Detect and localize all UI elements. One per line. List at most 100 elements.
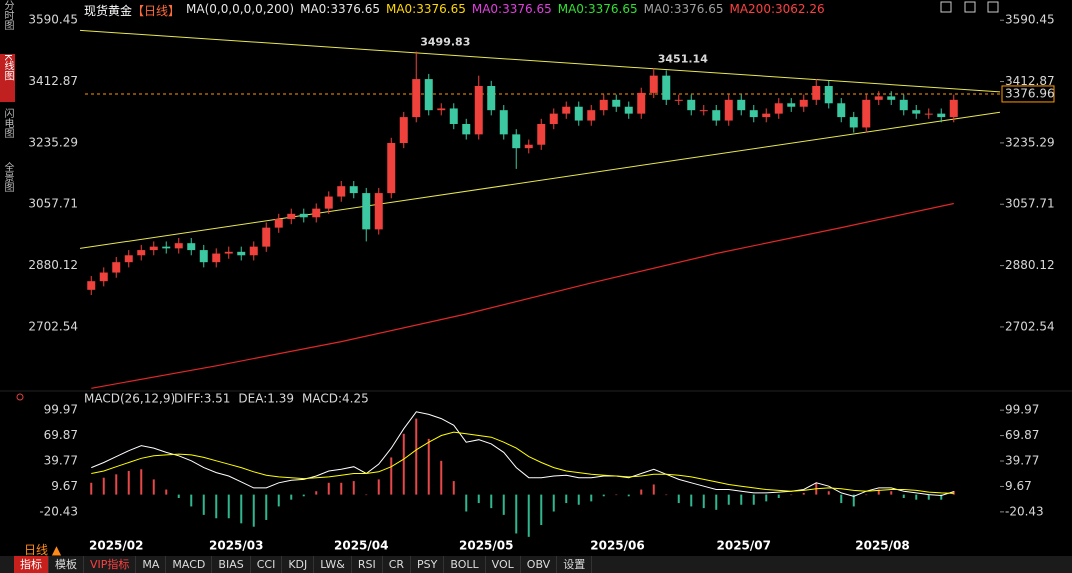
macd-bar [740,494,743,505]
candle-body [349,186,358,194]
macd-bar [102,477,105,495]
candle-body [912,110,921,114]
candle-body [537,124,546,145]
toolbar: 指标 模板 VIP指标 MA MACD BIAS CCI KDJ LW& RSI CR PSY BOLL… [0,556,1072,573]
candle-body [774,103,783,114]
macd-title: MACD(26,12,9) [84,392,175,406]
macd-bar [727,494,730,505]
y-tick-label: 9.67 [51,479,78,493]
candle-body [424,79,433,111]
toolbar-tab[interactable]: VIP指标 [84,556,137,573]
macd-bar [652,484,655,495]
macd-bar [915,494,918,500]
ma-label: MA200:3062.26 [729,2,825,16]
toolbar-tab[interactable]: 设置 [557,556,593,573]
side-tab[interactable]: 闪电图 [2,108,13,138]
macd-bar [615,494,618,496]
macd-bar [765,494,768,502]
macd-bar [265,494,268,520]
side-tab[interactable]: 全景图 [2,162,13,192]
toolbar-tab[interactable]: LW& [314,556,352,573]
macd-bar [802,492,805,495]
macd-bar [877,489,880,495]
candle-body [299,213,308,218]
candle-body [587,110,596,121]
y-tick-label: 3235.29 [28,135,78,149]
toolbar-tab[interactable]: CCI [251,556,283,573]
ma-label: MA0:3376.65 [643,2,724,16]
toolbar-tab[interactable]: BOLL [444,556,486,573]
x-tick-label: 2025/03 [209,539,263,553]
high-annotation: 3499.83 [420,36,470,49]
macd-line [91,411,954,497]
macd-bar [715,494,718,510]
candle-body [574,106,583,121]
candle-body [287,213,296,219]
candle-body [862,99,871,128]
macd-bar [677,494,680,504]
toolbar-tab[interactable]: KDJ [282,556,315,573]
macd-bar [415,418,418,495]
macd-bar [215,494,218,519]
y-tick-label-right: 2702.54 [1005,319,1055,333]
x-tick-label: 2025/06 [590,539,644,553]
x-tick-label: 2025/04 [334,539,388,553]
candle-body [687,99,696,111]
y-tick-label-right: 99.97 [1005,403,1039,417]
y-tick-label: 39.77 [44,454,78,468]
candle-body [487,86,496,111]
macd-bar [577,494,580,505]
macd-bar [515,494,518,534]
toolbar-tab[interactable]: PSY [411,556,445,573]
candle-body [149,246,158,251]
macd-bar [327,482,330,495]
macd-bar [640,489,643,495]
macd-bar [240,494,243,524]
y-tick-label-right: 3235.29 [1005,135,1055,149]
macd-bar [865,494,868,496]
candle-body [699,110,708,112]
toolbar-tab[interactable]: MA [136,556,167,573]
period-selector[interactable]: 日线 ▲ [24,543,62,557]
macd-bar [490,494,493,509]
y-tick-label: -20.43 [39,504,78,518]
side-tab[interactable]: K线图 [0,54,15,102]
legend-entry: MACD:4.25 [302,392,369,406]
candle-body [412,79,421,118]
candle-body [474,86,483,135]
candle-body [874,96,883,100]
candle-body [137,250,146,256]
macd-bar [840,494,843,504]
candle-body [649,75,658,93]
y-tick-label-right: 3057.71 [1005,197,1055,211]
symbol: 现货黄金 [84,4,133,18]
macd-bar [502,494,505,515]
candle-body [549,113,558,124]
ma-line [91,202,954,389]
toolbar-tab[interactable]: CR [383,556,412,573]
macd-bar [377,479,380,495]
candle-body [187,243,196,251]
candle-body [524,144,533,149]
toolbar-tab[interactable]: OBV [521,556,558,573]
side-tab[interactable]: 分时图 [2,0,13,30]
window-icons [940,1,999,13]
macd-bar [827,491,830,495]
macd-bar [527,494,530,537]
toolbar-tab[interactable]: 指标 [14,556,49,573]
period[interactable]: 【日线】 [132,4,181,18]
toolbar-tab[interactable]: MACD [166,556,213,573]
candle-body [812,86,821,100]
pane-icon[interactable] [16,393,24,401]
legend-entry: DIFF:3.51 [174,392,230,406]
candle-body [924,113,933,115]
toolbar-tab[interactable]: VOL [486,556,521,573]
macd-bar [202,494,205,515]
y-tick-label: 2702.54 [28,319,78,333]
y-tick-label: 69.87 [44,428,78,442]
candle-body [399,117,408,143]
toolbar-tab[interactable]: 模板 [49,556,84,573]
toolbar-tab[interactable]: RSI [352,556,383,573]
toolbar-tab[interactable]: BIAS [212,556,251,573]
